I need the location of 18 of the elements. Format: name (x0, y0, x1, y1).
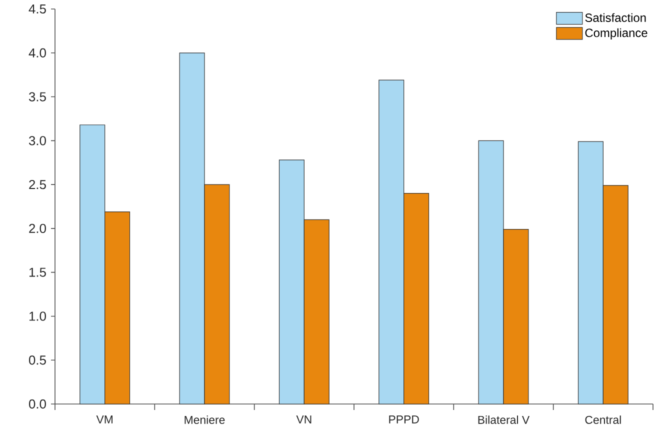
y-tick-label: 2.0 (29, 224, 46, 234)
y-tick-label: 4.0 (28, 48, 46, 58)
x-tick-label: VN (296, 416, 312, 424)
x-tick-label: PPPD (389, 416, 419, 424)
x-tick-label: VM (96, 416, 112, 424)
x-tick-label: Central (585, 416, 621, 424)
y-tick-label: 1.0 (29, 312, 46, 321)
y-tick-label: 0.0 (28, 399, 46, 409)
y-tick-label: 2.5 (29, 180, 46, 190)
legend-label: Satisfaction (585, 13, 646, 22)
x-tick-label: Meniere (184, 416, 225, 424)
legend-label: Compliance (585, 28, 648, 40)
y-tick-label: 4.5 (28, 4, 46, 14)
y-tick-label: 3.0 (28, 136, 46, 146)
y-tick-label: 3.5 (28, 92, 46, 102)
y-tick-label: 1.5 (29, 268, 46, 277)
y-tick-label: 0.5 (28, 356, 46, 365)
x-tick-label: Bilateral V (478, 416, 530, 424)
